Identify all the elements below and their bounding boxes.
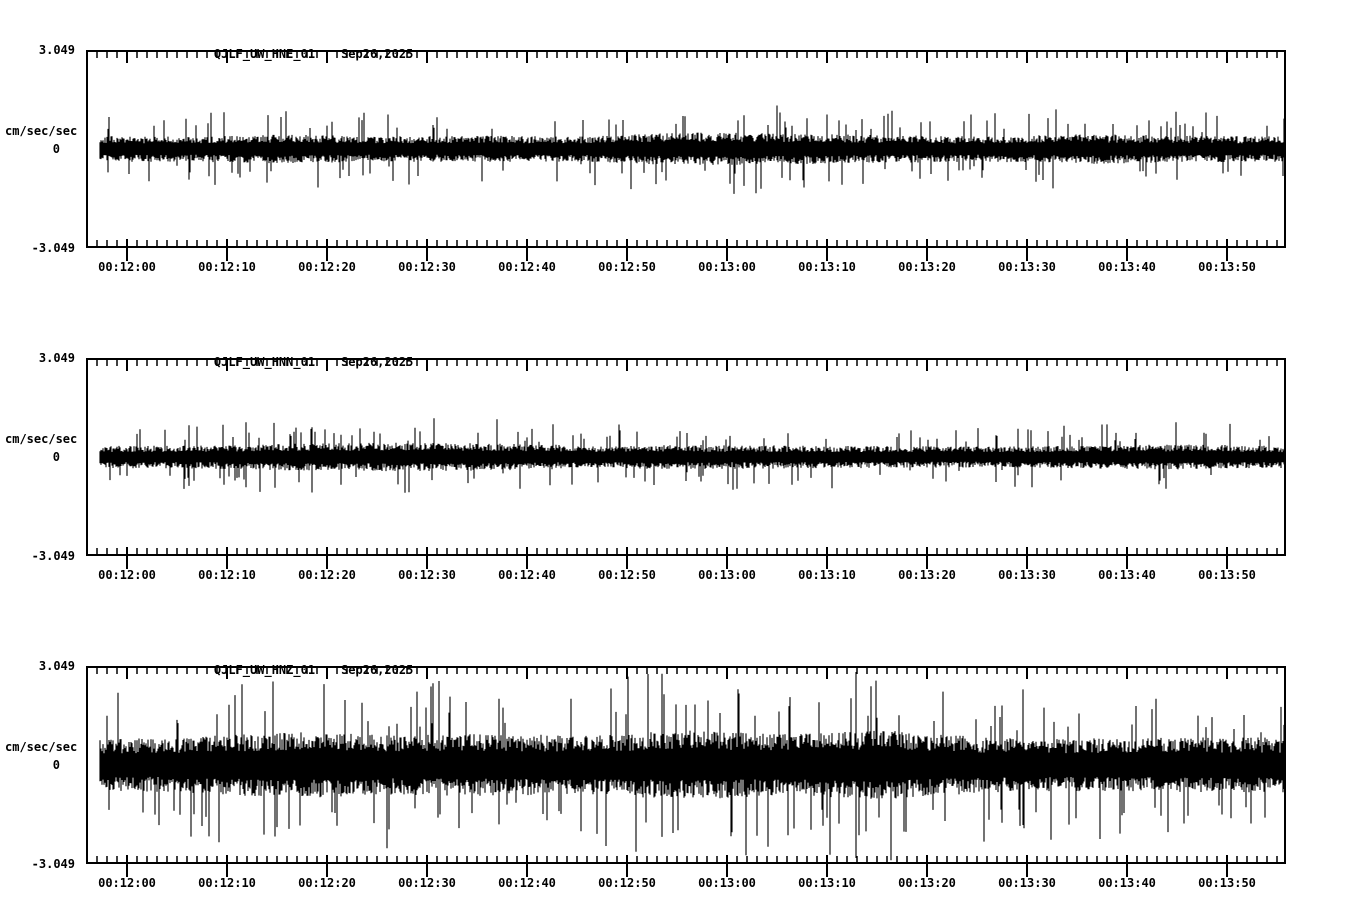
y-axis-min-label: -3.049 bbox=[31, 549, 75, 563]
x-axis-tick-label: 00:12:30 bbox=[398, 260, 456, 274]
x-axis-tick-label: 00:12:20 bbox=[298, 260, 356, 274]
y-axis-zero-label: 0 bbox=[52, 142, 60, 156]
x-axis-tick-label: 00:12:50 bbox=[598, 260, 656, 274]
axis-major-ticks bbox=[126, 667, 1228, 877]
x-axis-tick-label: 00:12:50 bbox=[598, 876, 656, 890]
x-axis-tick-label: 00:13:50 bbox=[1198, 260, 1256, 274]
x-axis-tick-label: 00:13:00 bbox=[698, 568, 756, 582]
x-axis-tick-label: 00:12:00 bbox=[98, 876, 156, 890]
seismogram-plot-hnz bbox=[86, 666, 1286, 877]
x-axis-tick-label: 00:13:10 bbox=[798, 876, 856, 890]
x-axis-tick-label: 00:12:00 bbox=[98, 260, 156, 274]
x-axis-tick-label: 00:13:20 bbox=[898, 260, 956, 274]
x-axis-tick-label: 00:13:20 bbox=[898, 568, 956, 582]
axis-minor-ticks bbox=[96, 51, 1278, 247]
x-axis-tick-label: 00:12:30 bbox=[398, 568, 456, 582]
x-axis-tick-label: 00:12:40 bbox=[498, 876, 556, 890]
x-axis-tick-label: 00:13:10 bbox=[798, 260, 856, 274]
x-axis-tick-label: 00:13:00 bbox=[698, 260, 756, 274]
x-axis-tick-label: 00:13:20 bbox=[898, 876, 956, 890]
x-axis-tick-label: 00:13:30 bbox=[998, 876, 1056, 890]
x-axis-tick-label: 00:13:50 bbox=[1198, 568, 1256, 582]
waveform-trace bbox=[99, 418, 1285, 493]
y-axis-max-label: 3.049 bbox=[38, 43, 75, 57]
plot-border bbox=[86, 358, 1286, 556]
y-axis-zero-label: 0 bbox=[52, 758, 60, 772]
x-axis-tick-label: 00:12:30 bbox=[398, 876, 456, 890]
waveform-trace bbox=[99, 105, 1285, 194]
x-axis-tick-label: 00:12:40 bbox=[498, 568, 556, 582]
x-axis-tick-label: 00:13:00 bbox=[698, 876, 756, 890]
x-axis-tick-label: 00:13:30 bbox=[998, 568, 1056, 582]
waveform-trace bbox=[99, 672, 1285, 861]
x-axis-tick-label: 00:12:00 bbox=[98, 568, 156, 582]
y-axis-zero-label: 0 bbox=[52, 450, 60, 464]
x-axis-tick-label: 00:13:30 bbox=[998, 260, 1056, 274]
x-axis-tick-label: 00:12:10 bbox=[198, 876, 256, 890]
plot-border bbox=[86, 666, 1286, 864]
x-axis-tick-label: 00:13:40 bbox=[1098, 876, 1156, 890]
x-axis-tick-label: 00:13:40 bbox=[1098, 260, 1156, 274]
plot-border bbox=[86, 50, 1286, 248]
y-axis-units-label: cm/sec/sec bbox=[5, 740, 78, 754]
axis-minor-ticks bbox=[96, 667, 1278, 863]
x-axis-tick-label: 00:12:10 bbox=[198, 260, 256, 274]
y-axis-units-label: cm/sec/sec bbox=[5, 432, 78, 446]
axis-major-ticks bbox=[126, 359, 1228, 569]
y-axis-units-label: cm/sec/sec bbox=[5, 124, 78, 138]
x-axis-tick-label: 00:13:50 bbox=[1198, 876, 1256, 890]
x-axis-labels-hne: 00:12:00 00:12:10 00:12:20 00:12:30 00:12:40… bbox=[86, 260, 1286, 276]
x-axis-tick-label: 00:12:10 bbox=[198, 568, 256, 582]
x-axis-tick-label: 00:12:20 bbox=[298, 568, 356, 582]
seismogram-plot-hnn bbox=[86, 358, 1286, 569]
x-axis-tick-label: 00:12:50 bbox=[598, 568, 656, 582]
x-axis-labels-hnz: 00:12:00 00:12:10 00:12:20 00:12:30 00:12:40… bbox=[86, 876, 1286, 892]
axis-minor-ticks bbox=[96, 359, 1278, 555]
x-axis-tick-label: 00:13:40 bbox=[1098, 568, 1156, 582]
x-axis-labels-hnn: 00:12:00 00:12:10 00:12:20 00:12:30 00:12:40… bbox=[86, 568, 1286, 584]
y-axis-max-label: 3.049 bbox=[38, 659, 75, 673]
y-axis-min-label: -3.049 bbox=[31, 857, 75, 871]
x-axis-tick-label: 00:12:40 bbox=[498, 260, 556, 274]
y-axis-max-label: 3.049 bbox=[38, 351, 75, 365]
y-axis-min-label: -3.049 bbox=[31, 241, 75, 255]
seismogram-plot-hne bbox=[86, 50, 1286, 261]
x-axis-tick-label: 00:13:10 bbox=[798, 568, 856, 582]
x-axis-tick-label: 00:12:20 bbox=[298, 876, 356, 890]
axis-major-ticks bbox=[126, 51, 1228, 261]
